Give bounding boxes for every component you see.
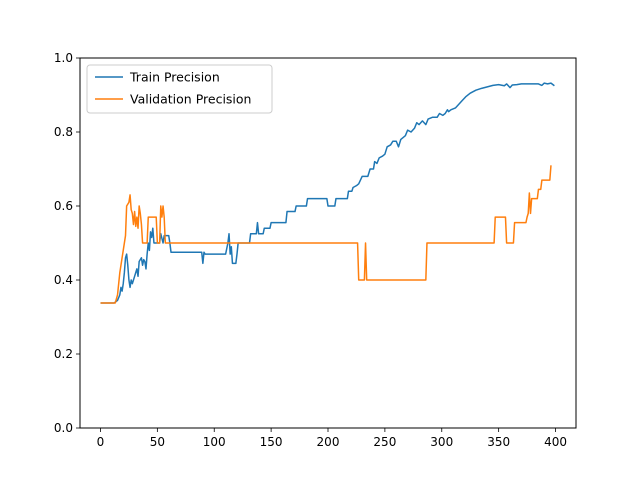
x-tick-label: 150 bbox=[260, 435, 283, 449]
x-tick-label: 100 bbox=[203, 435, 226, 449]
x-tick-label: 50 bbox=[150, 435, 165, 449]
x-tick-label: 250 bbox=[373, 435, 396, 449]
legend: Train Precision Validation Precision bbox=[86, 64, 273, 114]
legend-label: Train Precision bbox=[129, 70, 220, 85]
ticks-layer: 0 50 100 150 200 250 300 350 400 0.0 0.2 0.4 0.6 0.8 1… bbox=[54, 51, 567, 449]
y-tick-label: 0.6 bbox=[54, 199, 73, 213]
y-tick-label: 0.4 bbox=[54, 273, 73, 287]
x-tick-label: 300 bbox=[430, 435, 453, 449]
y-tick-label: 1.0 bbox=[54, 51, 73, 65]
x-tick-label: 350 bbox=[487, 435, 510, 449]
x-tick-label: 400 bbox=[544, 435, 567, 449]
series-layer bbox=[100, 82, 555, 304]
series-line-train-precision bbox=[100, 82, 555, 304]
legend-label: Validation Precision bbox=[130, 92, 251, 107]
y-tick-label: 0.8 bbox=[54, 125, 73, 139]
y-tick-label: 0.2 bbox=[54, 347, 73, 361]
x-tick-label: 200 bbox=[317, 435, 340, 449]
legend-box bbox=[86, 64, 273, 114]
x-tick-label: 0 bbox=[97, 435, 105, 449]
y-tick-label: 0.0 bbox=[54, 421, 73, 435]
series-line-validation-precision bbox=[100, 165, 552, 304]
